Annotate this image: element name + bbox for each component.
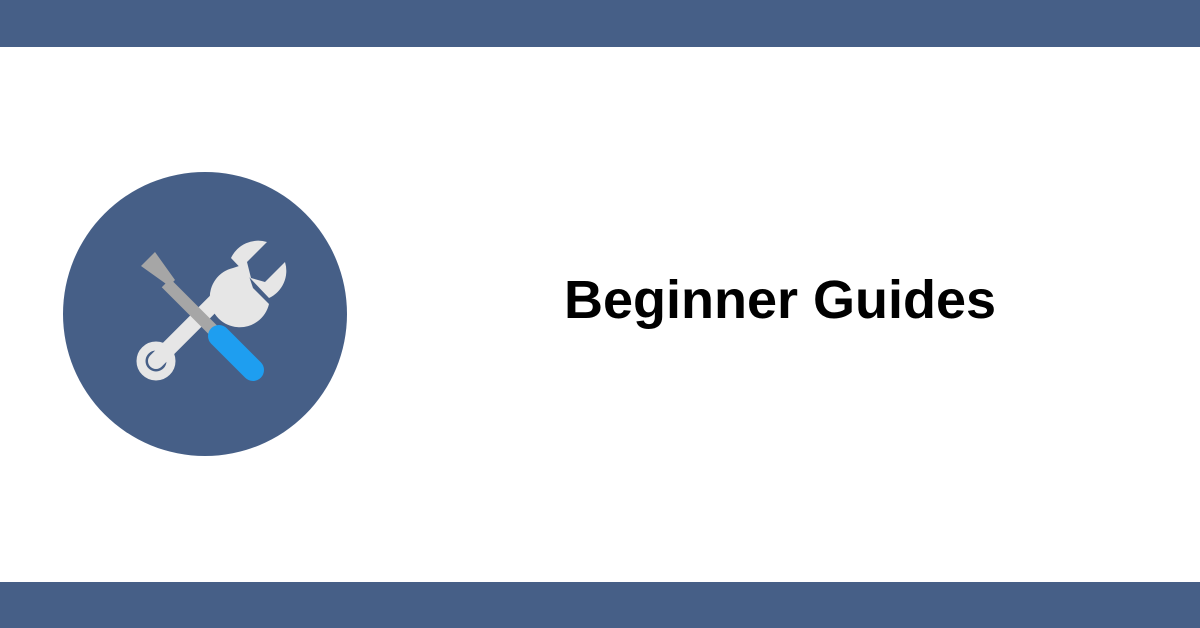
tools-icon-badge — [63, 172, 347, 456]
bottom-bar — [0, 582, 1200, 628]
page-title: Beginner Guides — [563, 270, 997, 330]
screwdriver-icon — [141, 252, 264, 381]
top-bar — [0, 0, 1200, 47]
tools-icon — [136, 240, 287, 381]
wrench-icon — [136, 240, 287, 381]
